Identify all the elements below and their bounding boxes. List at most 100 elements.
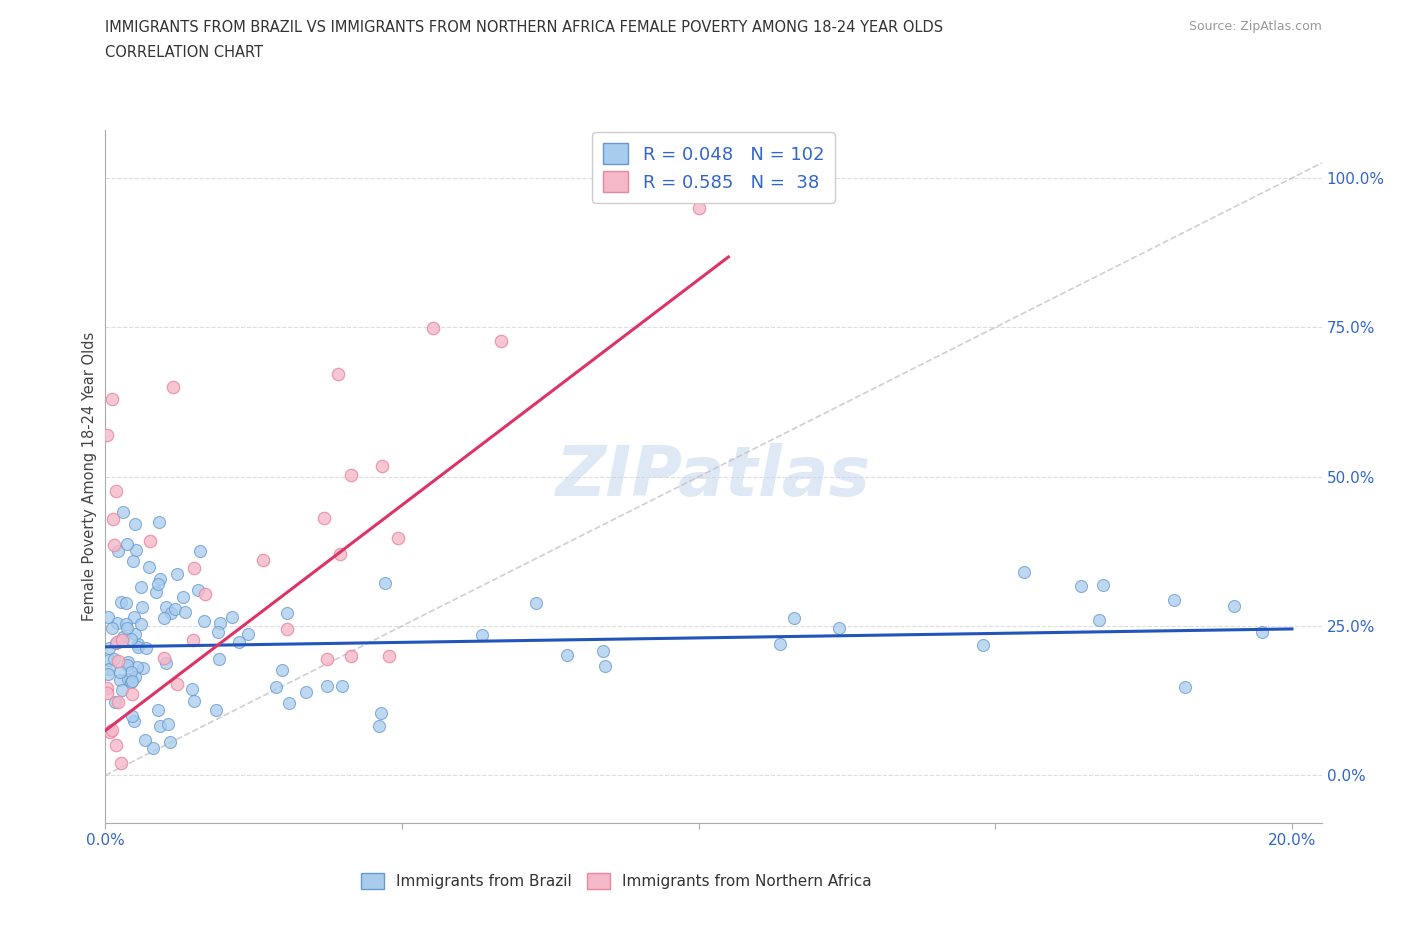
- Point: [174, 604, 197, 619]
- Point: [117, 621, 139, 636]
- Point: [183, 561, 205, 576]
- Point: [103, 652, 125, 667]
- Point: [124, 670, 146, 684]
- Point: [1012, 565, 1035, 579]
- Point: [489, 334, 512, 349]
- Point: [110, 594, 132, 609]
- Point: [132, 661, 155, 676]
- Point: [326, 366, 349, 381]
- Point: [129, 579, 152, 594]
- Point: [471, 628, 494, 643]
- Point: [101, 392, 124, 406]
- Point: [107, 694, 129, 709]
- Point: [117, 655, 139, 670]
- Point: [111, 632, 134, 647]
- Point: [162, 379, 184, 394]
- Point: [120, 664, 142, 679]
- Point: [103, 538, 125, 552]
- Point: [127, 659, 149, 674]
- Point: [592, 644, 614, 658]
- Point: [160, 605, 183, 620]
- Point: [98, 641, 121, 656]
- Point: [121, 708, 143, 723]
- Point: [188, 543, 211, 558]
- Point: [110, 683, 132, 698]
- Point: [1163, 593, 1185, 608]
- Point: [107, 544, 129, 559]
- Point: [374, 576, 396, 591]
- Point: [110, 672, 132, 687]
- Point: [228, 634, 250, 649]
- Point: [208, 651, 231, 666]
- Point: [264, 680, 287, 695]
- Text: Source: ZipAtlas.com: Source: ZipAtlas.com: [1188, 20, 1322, 33]
- Point: [110, 756, 132, 771]
- Point: [101, 620, 124, 635]
- Point: [312, 511, 335, 525]
- Point: [104, 695, 127, 710]
- Point: [108, 665, 131, 680]
- Point: [97, 667, 120, 682]
- Point: [1223, 598, 1246, 613]
- Point: [316, 652, 339, 667]
- Point: [131, 600, 153, 615]
- Text: CORRELATION CHART: CORRELATION CHART: [105, 45, 263, 60]
- Point: [112, 630, 135, 644]
- Point: [149, 719, 172, 734]
- Point: [276, 605, 298, 620]
- Point: [105, 635, 128, 650]
- Point: [339, 648, 361, 663]
- Point: [105, 616, 128, 631]
- Point: [129, 616, 152, 631]
- Point: [96, 680, 118, 695]
- Point: [115, 658, 138, 672]
- Point: [105, 635, 128, 650]
- Point: [138, 560, 160, 575]
- Point: [104, 484, 127, 498]
- Point: [103, 512, 125, 526]
- Point: [1088, 613, 1111, 628]
- Point: [1091, 578, 1114, 592]
- Point: [135, 640, 157, 655]
- Point: [122, 610, 145, 625]
- Point: [117, 537, 139, 551]
- Point: [101, 723, 124, 737]
- Point: [181, 632, 204, 647]
- Point: [1070, 578, 1092, 593]
- Point: [340, 468, 363, 483]
- Point: [127, 637, 149, 652]
- Point: [156, 716, 179, 731]
- Point: [153, 651, 176, 666]
- Point: [155, 600, 177, 615]
- Point: [783, 611, 806, 626]
- Point: [367, 718, 389, 733]
- Point: [1251, 624, 1274, 639]
- Point: [149, 571, 172, 586]
- Point: [827, 620, 849, 635]
- Point: [183, 694, 205, 709]
- Point: [204, 702, 226, 717]
- Point: [98, 724, 121, 739]
- Y-axis label: Female Poverty Among 18-24 Year Olds: Female Poverty Among 18-24 Year Olds: [82, 332, 97, 621]
- Point: [121, 631, 143, 646]
- Point: [387, 531, 409, 546]
- Point: [124, 517, 146, 532]
- Point: [152, 610, 174, 625]
- Text: IMMIGRANTS FROM BRAZIL VS IMMIGRANTS FROM NORTHERN AFRICA FEMALE POVERTY AMONG 1: IMMIGRANTS FROM BRAZIL VS IMMIGRANTS FRO…: [105, 20, 943, 35]
- Point: [593, 658, 616, 673]
- Point: [97, 610, 120, 625]
- Point: [236, 627, 259, 642]
- Text: ZIPatlas: ZIPatlas: [555, 443, 872, 511]
- Point: [115, 595, 138, 610]
- Point: [124, 627, 146, 642]
- Point: [330, 679, 353, 694]
- Point: [371, 458, 394, 473]
- Point: [166, 566, 188, 581]
- Point: [127, 639, 149, 654]
- Point: [166, 676, 188, 691]
- Point: [277, 696, 299, 711]
- Point: [972, 637, 994, 652]
- Point: [193, 614, 215, 629]
- Point: [422, 321, 444, 336]
- Point: [252, 552, 274, 567]
